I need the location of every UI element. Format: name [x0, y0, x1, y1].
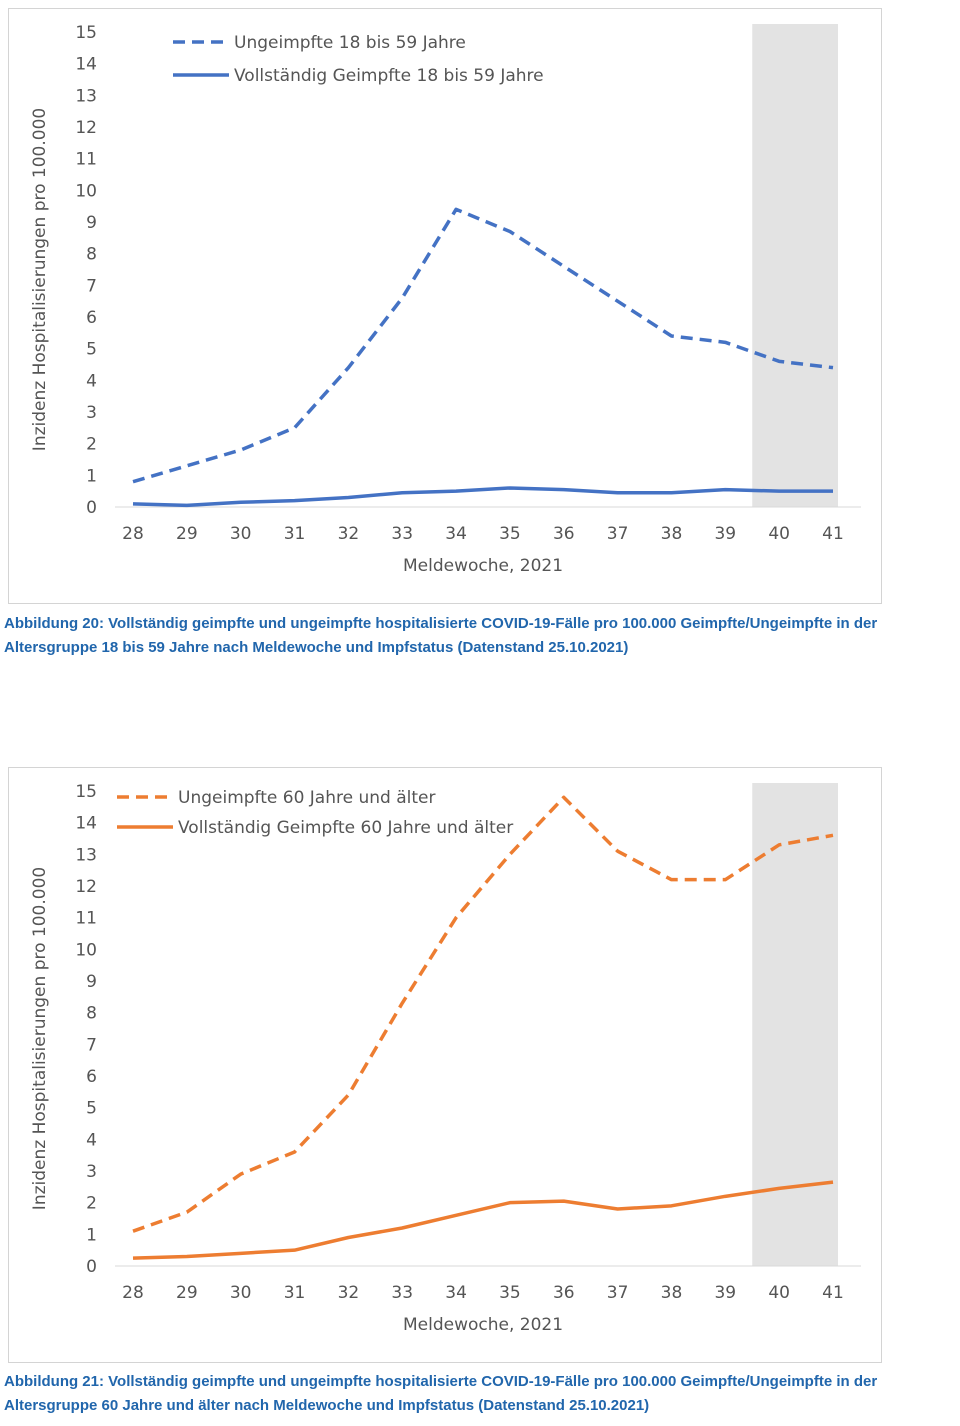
- y-tick-label: 9: [86, 213, 97, 233]
- x-tick-label: 36: [553, 524, 575, 544]
- y-tick-label: 1: [86, 466, 97, 486]
- legend-label: Ungeimpfte 60 Jahre und älter: [178, 788, 435, 808]
- chart-1-caption: Abbildung 20: Vollständig geimpfte und u…: [4, 615, 878, 656]
- y-tick-label: 3: [86, 403, 97, 423]
- y-tick-label: 11: [75, 909, 97, 929]
- legend-label: Vollständig Geimpfte 18 bis 59 Jahre: [234, 66, 544, 86]
- y-tick-label: 15: [75, 23, 97, 43]
- x-tick-label: 41: [822, 1283, 844, 1303]
- y-tick-label: 10: [75, 940, 97, 960]
- y-tick-label: 5: [86, 1099, 97, 1119]
- x-tick-label: 31: [284, 524, 306, 544]
- x-tick-label: 37: [607, 524, 629, 544]
- y-tick-label: 6: [86, 308, 97, 328]
- legend-label: Vollständig Geimpfte 60 Jahre und älter: [178, 818, 513, 838]
- x-tick-label: 30: [230, 1283, 252, 1303]
- y-tick-label: 5: [86, 340, 97, 360]
- y-tick-label: 1: [86, 1225, 97, 1245]
- x-tick-label: 28: [122, 524, 144, 544]
- x-tick-label: 33: [391, 1283, 413, 1303]
- x-tick-label: 35: [499, 524, 521, 544]
- series-line-geimpfte: [132, 1180, 834, 1260]
- x-tick-label: 32: [338, 524, 360, 544]
- x-tick-label: 40: [768, 524, 790, 544]
- y-tick-label: 4: [86, 371, 97, 391]
- y-tick-label: 13: [75, 845, 97, 865]
- y-tick-label: 6: [86, 1067, 97, 1087]
- y-tick-label: 8: [86, 1004, 97, 1024]
- x-tick-label: 40: [768, 1283, 790, 1303]
- x-tick-label: 30: [230, 524, 252, 544]
- series-line-ungeimpfte: [132, 207, 834, 484]
- y-tick-label: 7: [86, 276, 97, 296]
- x-tick-label: 29: [176, 524, 198, 544]
- x-tick-label: 32: [338, 1283, 360, 1303]
- y-tick-label: 13: [75, 86, 97, 106]
- y-tick-label: 7: [86, 1035, 97, 1055]
- shaded-region: [752, 24, 838, 507]
- x-tick-label: 38: [661, 1283, 683, 1303]
- y-tick-label: 12: [75, 118, 97, 138]
- y-tick-label: 12: [75, 877, 97, 897]
- x-tick-label: 39: [714, 524, 736, 544]
- x-tick-label: 34: [445, 1283, 467, 1303]
- y-tick-label: 0: [86, 498, 97, 518]
- y-tick-label: 14: [75, 55, 97, 75]
- x-tick-label: 29: [176, 1283, 198, 1303]
- series-line-ungeimpfte: [132, 795, 834, 1233]
- x-axis-title: Meldewoche, 2021: [403, 1315, 563, 1335]
- y-axis-title: Inzidenz Hospitalisierungen pro 100.000: [30, 867, 50, 1210]
- y-tick-label: 0: [86, 1257, 97, 1277]
- y-tick-label: 14: [75, 814, 97, 834]
- y-tick-label: 15: [75, 782, 97, 802]
- y-tick-label: 9: [86, 972, 97, 992]
- y-tick-label: 11: [75, 150, 97, 170]
- x-tick-label: 35: [499, 1283, 521, 1303]
- y-tick-label: 2: [86, 435, 97, 455]
- chart-2-caption: Abbildung 21: Vollständig geimpfte und u…: [4, 1373, 878, 1414]
- x-tick-label: 28: [122, 1283, 144, 1303]
- y-tick-label: 10: [75, 181, 97, 201]
- chart-frame-1: 0 1 2 3 4 5 6 7 8 9 10 11 12 13 14 15 28 29 30 31 32 33 34 35 36…: [8, 8, 882, 604]
- y-tick-label: 8: [86, 245, 97, 265]
- x-tick-label: 33: [391, 524, 413, 544]
- legend-label: Ungeimpfte 18 bis 59 Jahre: [234, 33, 466, 53]
- x-tick-label: 34: [445, 524, 467, 544]
- x-tick-label: 41: [822, 524, 844, 544]
- x-tick-label: 36: [553, 1283, 575, 1303]
- x-tick-label: 38: [661, 524, 683, 544]
- chart-frame-2: 0 1 2 3 4 5 6 7 8 9 10 11 12 13 14 15 28 29 30 31 32 33 34 35 36…: [8, 767, 882, 1363]
- x-axis-title: Meldewoche, 2021: [403, 556, 563, 576]
- series-line-geimpfte: [132, 486, 833, 508]
- y-tick-label: 3: [86, 1162, 97, 1182]
- y-axis-title: Inzidenz Hospitalisierungen pro 100.000: [30, 108, 50, 451]
- x-tick-label: 39: [714, 1283, 736, 1303]
- x-tick-label: 31: [284, 1283, 306, 1303]
- y-tick-label: 2: [86, 1194, 97, 1214]
- x-tick-label: 37: [607, 1283, 629, 1303]
- y-tick-label: 4: [86, 1130, 97, 1150]
